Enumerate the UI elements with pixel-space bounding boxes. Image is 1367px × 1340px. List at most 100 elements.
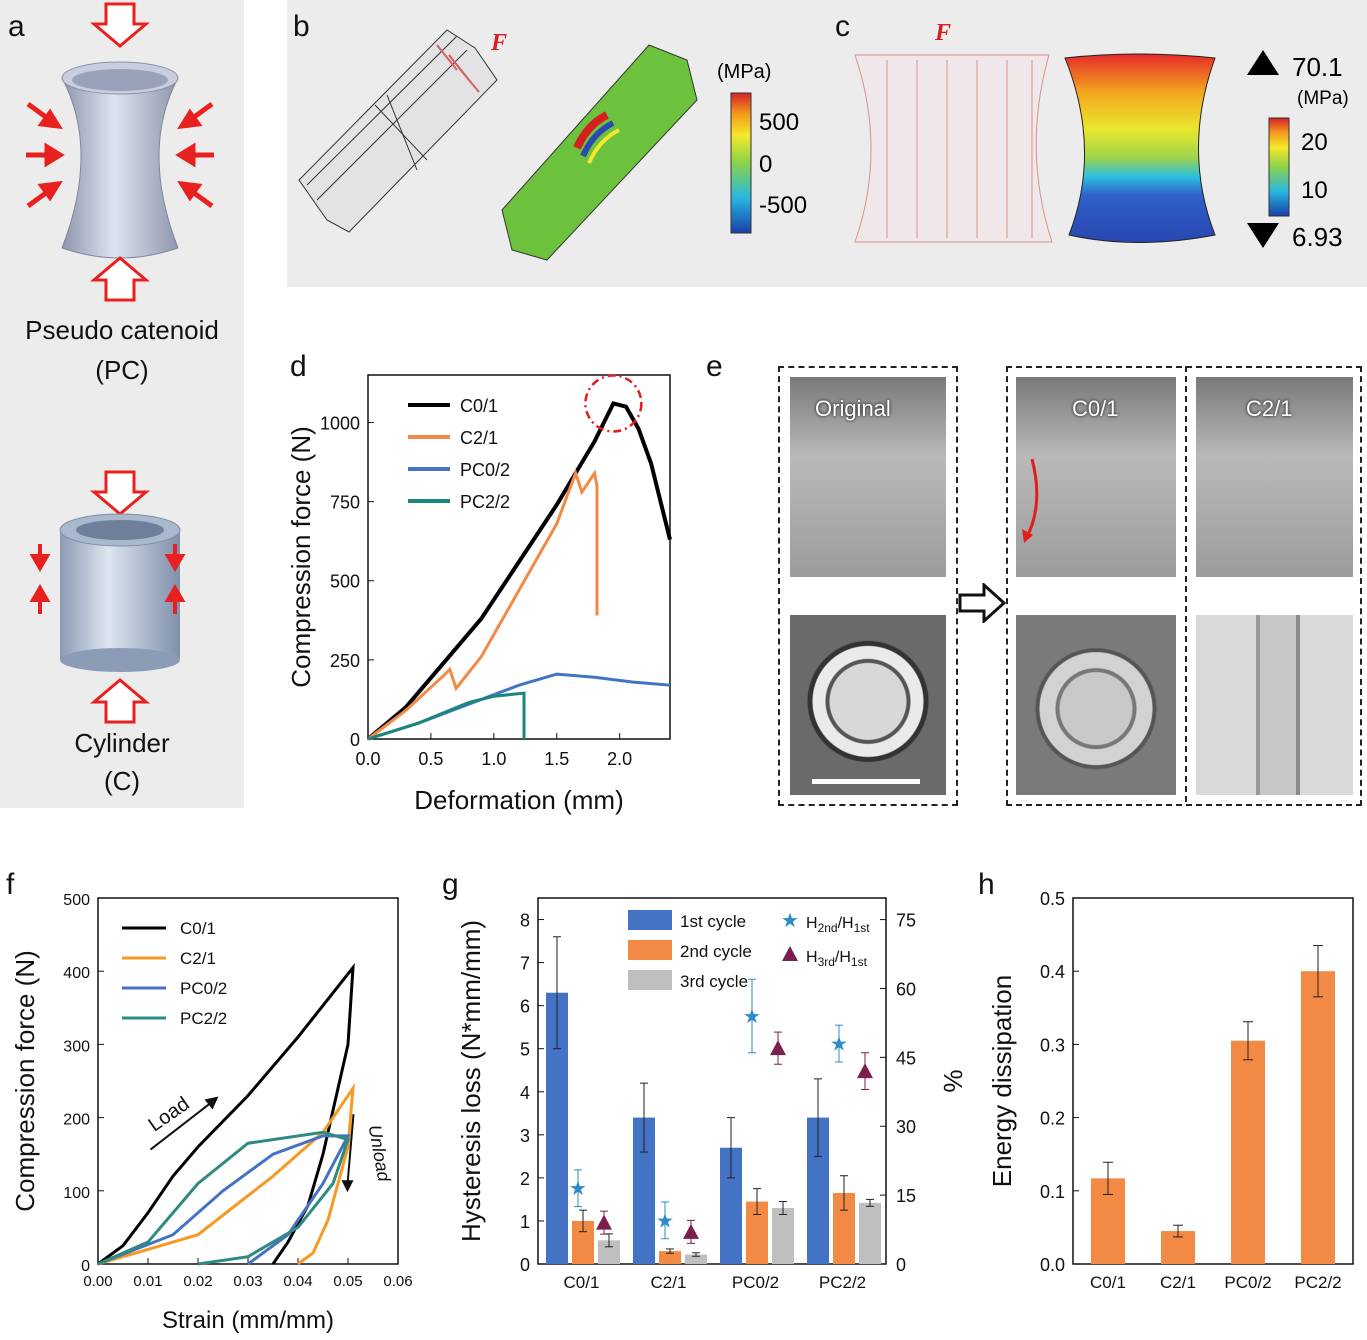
bar-1st-cycle — [546, 992, 568, 1264]
series-line-C2/1 — [97, 1082, 355, 1266]
b-force-label: F — [490, 30, 507, 56]
y-tick-label: 250 — [330, 651, 360, 671]
y2-tick-label: 45 — [896, 1048, 916, 1068]
legend-label: 3rd cycle — [680, 972, 748, 991]
bar-3rd-cycle — [598, 1240, 620, 1264]
legend-star-icon: ★ — [781, 910, 799, 932]
legend-label: C0/1 — [180, 919, 216, 938]
b-colorbar — [730, 92, 752, 234]
legend-swatch — [628, 970, 672, 990]
y-tick-label: 0.0 — [1040, 1255, 1065, 1275]
x-axis-label: Deformation (mm) — [414, 785, 623, 815]
photo-c01-caption: C0/1 — [1072, 396, 1119, 421]
ratio-marker-triangle-icon — [683, 1223, 699, 1239]
y-tick-label: 0.4 — [1040, 962, 1065, 982]
photo-c21-side — [1196, 377, 1353, 577]
y-tick-label: 100 — [63, 1185, 90, 1202]
bar-2nd-cycle — [833, 1192, 855, 1264]
pc-abbr: (PC) — [95, 355, 149, 385]
y-tick-label: 0 — [350, 730, 360, 750]
c-name: Cylinder — [74, 728, 170, 758]
panel-a: a — [0, 0, 244, 808]
c-min-marker-icon — [1247, 223, 1279, 248]
legend-ratio-label: H2nd/H1st — [806, 915, 870, 935]
cylinder-shape — [59, 513, 181, 672]
bar-3rd-cycle — [772, 1208, 794, 1264]
series-line-PC2/2 — [97, 1130, 350, 1266]
series-line-PC0/2 — [97, 1134, 351, 1266]
scale-bar — [812, 779, 920, 784]
c-tick-0: 20 — [1301, 129, 1328, 156]
y2-tick-label: 30 — [896, 1117, 916, 1137]
b-tick-1: 0 — [759, 151, 772, 178]
y-axis-label: Energy dissipation — [987, 975, 1017, 1187]
y-tick-label: 300 — [63, 1038, 90, 1055]
photo-c21-caption: C2/1 — [1246, 396, 1293, 421]
y-tick-label: 4 — [520, 1083, 530, 1103]
x-tick-label: C0/1 — [1090, 1273, 1126, 1292]
pc-name: Pseudo catenoid — [25, 315, 219, 345]
legend-label: PC0/2 — [460, 460, 510, 480]
y-tick-label: 1 — [520, 1212, 530, 1232]
x-axis-label: Strain (mm/mm) — [162, 1307, 334, 1334]
arrow-right-icon — [958, 583, 1007, 623]
plot-frame — [537, 897, 887, 1265]
legend-label: 2nd cycle — [680, 942, 752, 961]
panel-label-c: c — [835, 10, 850, 43]
y2-tick-label: 15 — [896, 1186, 916, 1206]
x-tick-label: C2/1 — [651, 1273, 687, 1292]
legend-label: PC2/2 — [460, 492, 510, 512]
ratio-marker-star-icon: ★ — [569, 1178, 587, 1200]
x-tick-label: 2.0 — [607, 749, 632, 769]
y-axis-label: Compression force (N) — [286, 426, 316, 688]
y-tick-label: 0.2 — [1040, 1109, 1065, 1129]
panel-label-h: h — [978, 868, 995, 901]
unload-arrowhead-icon — [341, 1180, 354, 1193]
photo-divider — [1185, 366, 1187, 802]
legend-label: PC0/2 — [180, 979, 227, 998]
legend-ratio-label: H3rd/H1st — [806, 949, 868, 969]
stress-half-cylinder — [501, 44, 698, 261]
x-tick-label: 0.05 — [333, 1273, 362, 1290]
panel-label-d: d — [290, 350, 307, 383]
y-tick-label: 0.1 — [1040, 1182, 1065, 1202]
force-arrows-icon — [436, 44, 480, 93]
photo-c01-side — [1016, 377, 1176, 577]
y-axis-label: Hysteresis loss (N*mm/mm) — [456, 920, 486, 1242]
pc-side-arrows-icon — [26, 101, 214, 209]
panel-b-simulation: F (MPa) 500 0 -500 — [298, 29, 807, 261]
legend-label: PC2/2 — [180, 1009, 227, 1028]
pseudo-catenoid-shape — [61, 61, 179, 259]
c-abbr: (C) — [103, 766, 141, 796]
y-tick-label: 8 — [520, 911, 530, 931]
ratio-marker-star-icon: ★ — [656, 1210, 674, 1232]
cylinder-side-arrows-icon — [29, 544, 186, 614]
y-tick-label: 5 — [520, 1040, 530, 1060]
bar-3rd-cycle — [685, 1254, 707, 1264]
photo-original-caption: Original — [815, 396, 891, 421]
c-max-label: 70.1 — [1292, 52, 1343, 82]
y-tick-label: 2 — [520, 1169, 530, 1189]
load-arrow — [149, 1100, 214, 1151]
cylinder-top-arrow-icon — [89, 470, 151, 516]
x-tick-label: 0.06 — [383, 1273, 412, 1290]
y-tick-label: 400 — [63, 965, 90, 982]
chart-f: 0 100 200 300 400 500 0.00 0.01 0.02 0.03 0.04 0.05… — [10, 892, 413, 1334]
x-tick-label: 0.0 — [355, 749, 380, 769]
panels-bc: b c F (MPa) 500 0 -500 — [287, 0, 1367, 287]
legend-label: C2/1 — [460, 428, 498, 448]
pc-bottom-arrow-icon — [89, 256, 151, 302]
bar-2nd-cycle — [659, 1251, 681, 1264]
y-tick-label: 0.5 — [1040, 889, 1065, 909]
load-arrowhead-icon — [204, 1096, 219, 1110]
bar-energy-dissipation — [1301, 971, 1335, 1264]
series-line-C2/1 — [367, 468, 599, 741]
mesh-half-cylinder — [298, 29, 498, 233]
y2-tick-label: 0 — [896, 1255, 906, 1275]
legend-label: C2/1 — [180, 949, 216, 968]
panel-label-g: g — [442, 868, 459, 901]
x-tick-label: 0.04 — [283, 1273, 312, 1290]
panel-label-b: b — [293, 10, 310, 43]
x-tick-label: PC2/2 — [819, 1273, 866, 1292]
